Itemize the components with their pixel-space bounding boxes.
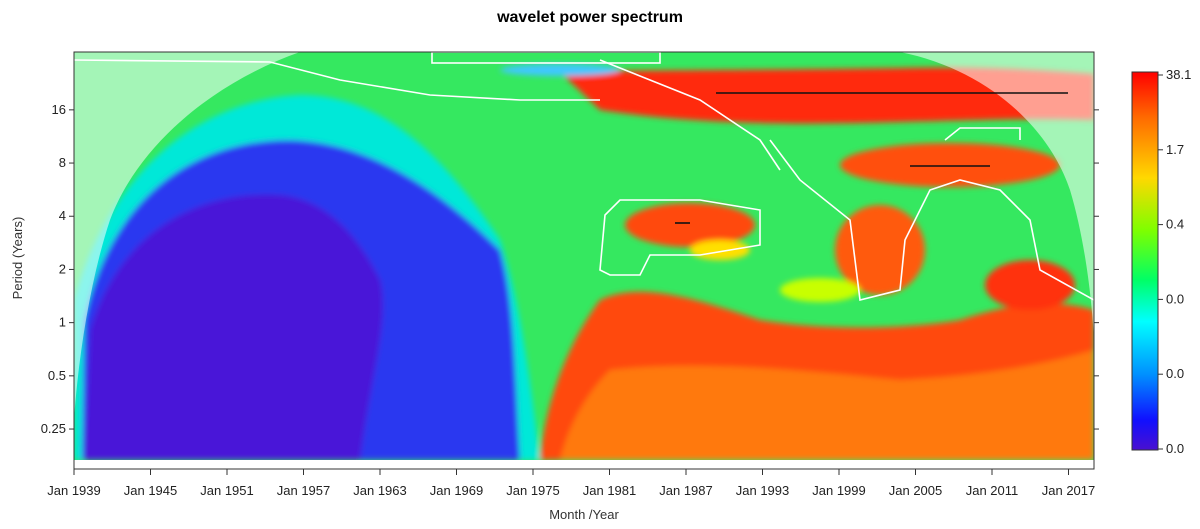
significance-contours	[74, 52, 1094, 301]
chart-title: wavelet power spectrum	[496, 9, 683, 26]
heatmap-regions	[74, 64, 1094, 460]
contour-upper	[599, 59, 781, 171]
high-power-patch-2005	[840, 143, 1060, 187]
x-tick-label: Jan 2005	[889, 483, 943, 498]
x-tick-label: Jan 2017	[1042, 483, 1096, 498]
x-tick-label: Jan 1975	[506, 483, 560, 498]
mid-power-yellow-1	[690, 240, 750, 260]
colorbar-ticks: 38.1 1.7 0.4 0.0 0.0 0.0	[1158, 67, 1191, 456]
plot-frame	[73, 51, 1095, 470]
x-tick-label: Jan 1939	[47, 483, 101, 498]
x-tick-label: Jan 2011	[966, 483, 1019, 498]
y-tick-label: 1	[59, 315, 66, 330]
mid-power-yellow-2	[780, 278, 860, 302]
y-tick-label: 4	[59, 208, 66, 223]
y-tick-label: 16	[52, 102, 66, 117]
high-power-patch-1985	[625, 203, 755, 247]
x-tick-label: Jan 1993	[736, 483, 790, 498]
colorbar-tick-label: 0.0	[1166, 441, 1184, 456]
colorbar-tick-label: 0.4	[1166, 217, 1184, 232]
y-tick-label: 0.25	[41, 421, 66, 436]
x-tick-label: Jan 1951	[200, 483, 254, 498]
heatmap-area	[74, 52, 1094, 469]
colorbar-tick-label: 38.1	[1166, 67, 1191, 82]
colorbar-tick-label: 0.0	[1166, 366, 1184, 381]
x-tick-label: Jan 1957	[277, 483, 331, 498]
contour-top-band	[74, 59, 600, 101]
x-axis-label: Month /Year	[549, 507, 619, 522]
time-strip	[74, 461, 1094, 469]
x-tick-label: Jan 1969	[430, 483, 484, 498]
high-power-16yr-band	[560, 67, 1094, 124]
y-axis: 0.25 0.5 1 2 4 8 16	[41, 102, 1099, 436]
cone-of-influence-right	[900, 52, 1094, 340]
x-tick-label: Jan 1987	[659, 483, 713, 498]
colorbar-tick-label: 1.7	[1166, 142, 1184, 157]
contour-1985	[599, 199, 761, 276]
y-tick-label: 8	[59, 155, 66, 170]
colorbar-tick-label: 0.0	[1166, 291, 1184, 306]
x-tick-label: Jan 1981	[583, 483, 637, 498]
y-axis-label: Period (Years)	[10, 217, 25, 300]
colorbar	[1131, 71, 1159, 451]
y-tick-label: 2	[59, 261, 66, 276]
cone-of-influence	[74, 52, 300, 420]
y-tick-label: 0.5	[48, 368, 66, 383]
high-power-patch-2014	[985, 260, 1075, 310]
contour-top	[431, 52, 661, 64]
x-tick-label: Jan 1945	[124, 483, 178, 498]
x-axis: Jan 1939 Jan 1945 Jan 1951 Jan 1957 Jan 1963…	[47, 469, 1095, 498]
low-power-deep	[84, 194, 383, 460]
x-tick-label: Jan 1963	[353, 483, 407, 498]
high-power-lower-yellow	[560, 350, 1094, 460]
mid-power-cyan-1	[500, 64, 620, 76]
contour-right	[769, 139, 1094, 301]
ridge-lines	[675, 92, 1068, 224]
contour-2008	[944, 127, 1021, 141]
x-tick-label: Jan 1999	[812, 483, 866, 498]
